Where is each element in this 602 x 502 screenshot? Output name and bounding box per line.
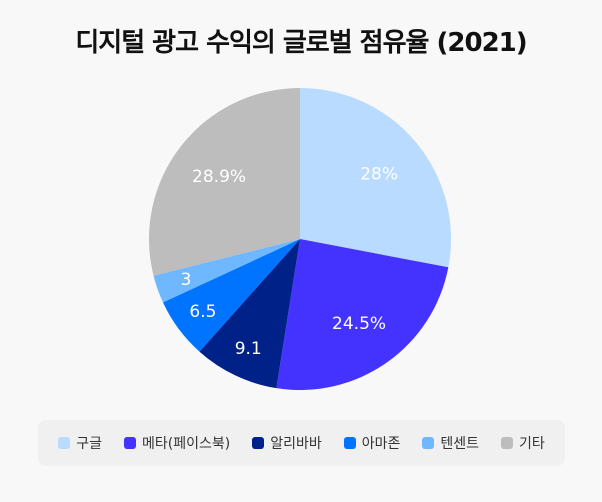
legend-swatch xyxy=(422,437,435,449)
pie-slice[interactable] xyxy=(162,239,300,352)
slice-label: 3 xyxy=(181,270,192,290)
legend-swatch xyxy=(252,437,265,449)
pie-slice[interactable] xyxy=(300,88,451,268)
legend-item-others[interactable]: 기타 xyxy=(501,433,545,453)
slice-label: 9.1 xyxy=(235,339,262,359)
pie-slice[interactable] xyxy=(149,88,300,276)
slice-label: 6.5 xyxy=(189,302,216,322)
legend-label: 텐센트 xyxy=(440,436,480,452)
legend: 구글 메타(페이스북) 알리바바 아마존 텐센트 기타 xyxy=(38,420,565,466)
pie-slice[interactable] xyxy=(199,239,300,389)
slice-label: 24.5% xyxy=(332,314,386,334)
legend-item-meta[interactable]: 메타(페이스북) xyxy=(123,433,231,453)
legend-label: 아마존 xyxy=(361,436,401,452)
slice-label: 28% xyxy=(360,165,398,185)
pie-slice[interactable] xyxy=(153,239,300,303)
legend-item-tencent[interactable]: 텐센트 xyxy=(422,433,479,453)
legend-item-google[interactable]: 구글 xyxy=(58,433,102,453)
legend-item-alibaba[interactable]: 알리바바 xyxy=(252,433,322,453)
chart-title: 디지털 광고 수익의 글로벌 점유율 (2021) xyxy=(75,28,527,58)
legend-swatch xyxy=(343,437,356,449)
legend-label: 알리바바 xyxy=(270,436,322,452)
legend-label: 구글 xyxy=(76,436,102,452)
legend-label: 메타(페이스북) xyxy=(141,436,231,452)
pie-slice[interactable] xyxy=(276,239,449,390)
legend-swatch xyxy=(123,437,136,449)
pie-chart: 28% 24.5% 9.1 6.5 3 28.9% xyxy=(149,88,451,390)
legend-item-amazon[interactable]: 아마존 xyxy=(343,433,401,453)
legend-swatch xyxy=(58,437,71,449)
slice-label: 28.9% xyxy=(192,167,246,187)
legend-label: 기타 xyxy=(519,436,545,452)
legend-swatch xyxy=(501,437,514,449)
